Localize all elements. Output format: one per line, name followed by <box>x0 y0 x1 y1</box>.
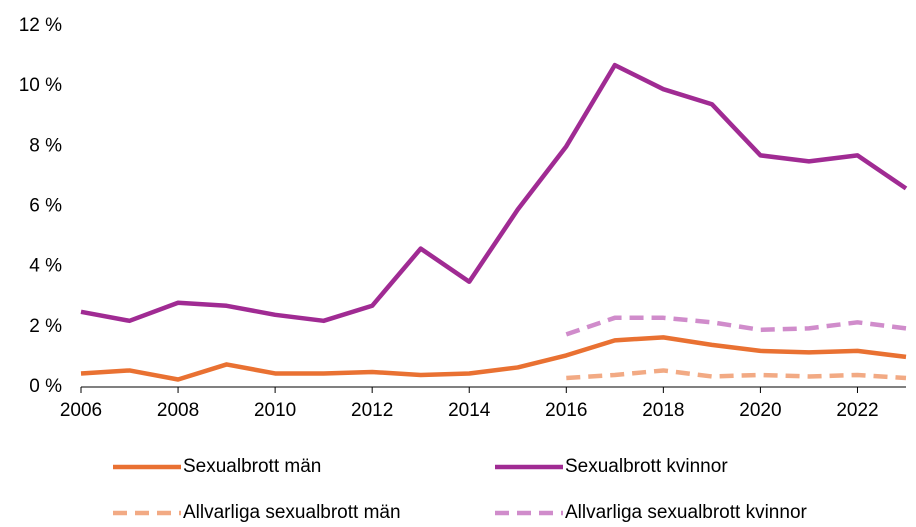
x-tick-label: 2014 <box>448 400 491 421</box>
x-tick-label: 2006 <box>60 400 102 421</box>
x-tick-label: 2022 <box>836 400 878 421</box>
x-tick-label: 2010 <box>254 400 296 421</box>
series-line <box>80 335 907 382</box>
legend-label: Allvarliga sexualbrott män <box>183 502 401 523</box>
x-tick-label: 2012 <box>351 400 393 421</box>
x-tick-label: 2016 <box>545 400 587 421</box>
y-tick-label: 2 % <box>29 316 62 337</box>
series-line <box>565 315 907 337</box>
x-tick-label: 2018 <box>642 400 684 421</box>
y-tick-label: 0 % <box>29 376 62 397</box>
legend-label: Sexualbrott män <box>183 456 321 477</box>
y-tick-label: 4 % <box>29 256 62 277</box>
legend-label: Sexualbrott kvinnor <box>565 456 728 477</box>
series-line <box>80 62 908 324</box>
x-tick-label: 2008 <box>157 400 199 421</box>
series-line <box>566 368 907 381</box>
x-tick-label: 2020 <box>739 400 781 421</box>
y-tick-label: 10 % <box>19 75 62 96</box>
y-tick-label: 6 % <box>29 196 62 217</box>
y-tick-label: 8 % <box>29 135 62 156</box>
legend-label: Allvarliga sexualbrott kvinnor <box>565 502 808 523</box>
y-tick-label: 12 % <box>19 15 62 36</box>
